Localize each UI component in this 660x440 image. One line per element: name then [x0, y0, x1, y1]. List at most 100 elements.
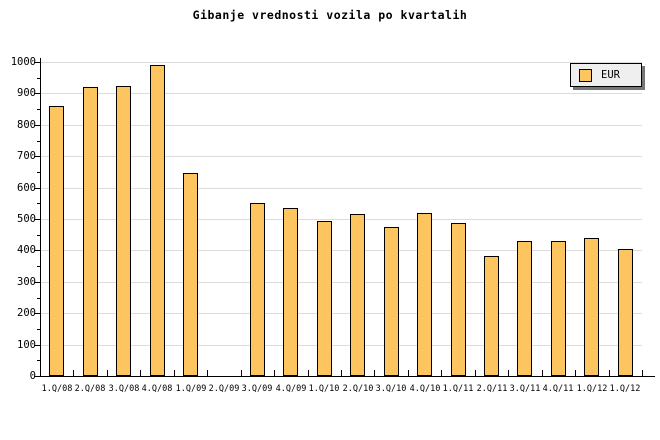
y-axis-label: 600 [17, 182, 36, 194]
x-axis-label: 1.Q/08 [41, 384, 73, 394]
y-axis-label: 0 [29, 370, 36, 382]
y-axis-minor-tick [37, 172, 40, 173]
legend-swatch [579, 68, 592, 82]
x-axis-label: 2.Q/11 [476, 384, 508, 394]
y-axis-minor-tick [37, 298, 40, 299]
x-axis-label: 2.Q/08 [74, 384, 106, 394]
y-axis-major-tick [34, 376, 40, 377]
y-axis-minor-tick [37, 235, 40, 236]
x-axis-tick [207, 370, 208, 376]
x-axis-tick [174, 370, 175, 376]
x-axis-tick [575, 370, 576, 376]
bar [384, 227, 399, 376]
x-axis-tick [241, 370, 242, 376]
y-axis-major-tick [34, 188, 40, 189]
bar [49, 106, 64, 376]
x-axis-label: 4.Q/11 [542, 384, 574, 394]
y-axis-minor-tick [37, 109, 40, 110]
y-axis-label: 800 [17, 119, 36, 131]
x-axis-tick [140, 370, 141, 376]
x-axis-label: 4.Q/10 [409, 384, 441, 394]
bar [584, 238, 599, 376]
x-axis-line [40, 376, 655, 377]
legend-label: EUR [601, 69, 620, 81]
x-axis-label: 3.Q/08 [108, 384, 140, 394]
x-axis-tick [642, 370, 643, 376]
x-axis-label: 1.Q/12 [609, 384, 641, 394]
gridline [41, 345, 642, 346]
x-axis-tick [475, 370, 476, 376]
bar [350, 214, 365, 376]
bar [618, 249, 633, 376]
bar [150, 65, 165, 376]
x-axis-tick [107, 370, 108, 376]
bar [283, 208, 298, 376]
y-axis-major-tick [34, 62, 40, 63]
x-axis-label: 4.Q/09 [275, 384, 307, 394]
gridline [41, 62, 642, 63]
y-axis-label: 300 [17, 276, 36, 288]
x-axis-label: 1.Q/09 [175, 384, 207, 394]
y-axis-label: 900 [17, 87, 36, 99]
y-axis-minor-tick [37, 360, 40, 361]
x-axis-label: 2.Q/09 [208, 384, 240, 394]
bar [551, 241, 566, 376]
bar [484, 256, 499, 376]
bar [83, 87, 98, 376]
gridline [41, 156, 642, 157]
x-axis-label: 3.Q/11 [509, 384, 541, 394]
y-axis-label: 400 [17, 244, 36, 256]
gridline [41, 313, 642, 314]
x-axis-label: 1.Q/10 [308, 384, 340, 394]
bar [451, 223, 466, 376]
bar [417, 213, 432, 376]
legend: EUR [570, 63, 642, 87]
x-axis-tick [609, 370, 610, 376]
y-axis-major-tick [34, 282, 40, 283]
gridline [41, 282, 642, 283]
bar [317, 221, 332, 376]
x-axis-tick [308, 370, 309, 376]
y-axis-major-tick [34, 345, 40, 346]
x-axis-tick [274, 370, 275, 376]
x-axis-label: 4.Q/08 [141, 384, 173, 394]
y-axis-major-tick [34, 313, 40, 314]
gridline [41, 250, 642, 251]
y-axis-label: 200 [17, 307, 36, 319]
y-axis-minor-tick [37, 78, 40, 79]
y-axis-label: 700 [17, 150, 36, 162]
y-axis-major-tick [34, 219, 40, 220]
y-axis-major-tick [34, 93, 40, 94]
y-axis-major-tick [34, 250, 40, 251]
y-axis-label: 500 [17, 213, 36, 225]
x-axis-tick [441, 370, 442, 376]
x-axis-tick [374, 370, 375, 376]
bar [116, 86, 131, 376]
y-axis-major-tick [34, 156, 40, 157]
x-axis-label: 1.Q/12 [576, 384, 608, 394]
x-axis-tick [542, 370, 543, 376]
y-axis-label: 100 [17, 339, 36, 351]
y-axis-minor-tick [37, 203, 40, 204]
x-axis-tick [341, 370, 342, 376]
bar [250, 203, 265, 376]
x-axis-label: 2.Q/10 [342, 384, 374, 394]
x-axis-label: 3.Q/10 [375, 384, 407, 394]
x-axis-tick [408, 370, 409, 376]
gridline [41, 93, 642, 94]
chart-title: Gibanje vrednosti vozila po kvartalih [192, 8, 468, 22]
bar [517, 241, 532, 376]
gridline [41, 219, 642, 220]
y-axis-major-tick [34, 125, 40, 126]
y-axis-minor-tick [37, 266, 40, 267]
y-axis-label: 1000 [10, 56, 36, 68]
x-axis-label: 1.Q/11 [442, 384, 474, 394]
x-axis-tick [508, 370, 509, 376]
gridline [41, 188, 642, 189]
gridline [41, 125, 642, 126]
x-axis-tick [73, 370, 74, 376]
bar [183, 173, 198, 376]
x-axis-label: 3.Q/09 [241, 384, 273, 394]
y-axis-minor-tick [37, 329, 40, 330]
